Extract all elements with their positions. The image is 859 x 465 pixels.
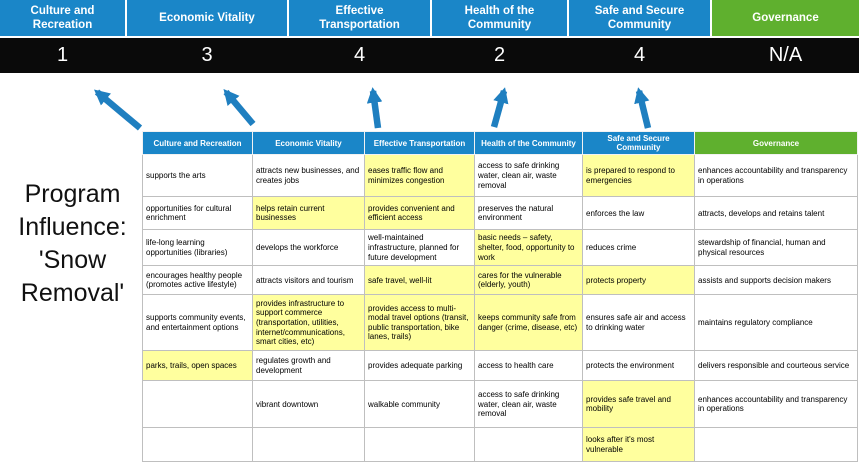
- matrix-cell: delivers responsible and courteous servi…: [694, 350, 858, 382]
- summary-column-header: Effective Transportation: [289, 0, 430, 36]
- matrix-cell: provides convenient and efficient access: [364, 196, 475, 231]
- matrix-row: supports community events, and entertain…: [142, 294, 858, 352]
- matrix-cell: stewardship of financial, human and phys…: [694, 229, 858, 267]
- matrix-cell: [474, 427, 583, 463]
- matrix-cell: enhances accountability and transparency…: [694, 154, 858, 198]
- page-title: Program Influence: 'Snow Removal': [0, 178, 145, 310]
- up-arrow-icon: [94, 89, 143, 131]
- matrix-column-header: Culture and Recreation: [142, 130, 253, 156]
- matrix-cell: provides infrastructure to support comme…: [252, 294, 365, 352]
- matrix-cell: access to health care: [474, 350, 583, 382]
- influence-matrix-table: Culture and Recreation Economic Vitality…: [142, 130, 858, 463]
- matrix-cell: parks, trails, open spaces: [142, 350, 253, 382]
- up-arrow-icon: [634, 87, 652, 129]
- matrix-row: life-long learning opportunities (librar…: [142, 229, 858, 267]
- matrix-cell: cares for the vulnerable (elderly, youth…: [474, 265, 583, 296]
- up-arrow-icon: [366, 87, 383, 129]
- matrix-cell: [142, 380, 253, 429]
- summary-column-header: Economic Vitality: [127, 0, 287, 36]
- matrix-row: parks, trails, open spaces regulates grow…: [142, 350, 858, 382]
- score-value: 3: [201, 44, 213, 66]
- matrix-cell: enforces the law: [582, 196, 695, 231]
- matrix-cell: [252, 427, 365, 463]
- matrix-cell: opportunities for cultural enrichment: [142, 196, 253, 231]
- matrix-column-header: Health of the Community: [474, 130, 583, 156]
- matrix-cell: provides access to multi-modal travel op…: [364, 294, 475, 352]
- up-arrow-icon: [223, 89, 256, 127]
- matrix-cell: [694, 427, 858, 463]
- matrix-cell: life-long learning opportunities (librar…: [142, 229, 253, 267]
- matrix-row: looks after it's most vulnerable: [142, 427, 858, 463]
- matrix-cell: regulates growth and development: [252, 350, 365, 382]
- matrix-cell: ensures safe air and access to drinking …: [582, 294, 695, 352]
- matrix-row: encourages healthy people (promotes acti…: [142, 265, 858, 296]
- score-band: 1 3 4 2 4 N/A: [0, 38, 859, 73]
- score-value: 4: [633, 44, 646, 66]
- matrix-cell: enhances accountability and transparency…: [694, 380, 858, 429]
- matrix-row: opportunities for cultural enrichment hel…: [142, 196, 858, 231]
- matrix-cell: assists and supports decision makers: [694, 265, 858, 296]
- matrix-cell: develops the workforce: [252, 229, 365, 267]
- matrix-cell: helps retain current businesses: [252, 196, 365, 231]
- matrix-cell: walkable community: [364, 380, 475, 429]
- matrix-cell: [142, 427, 253, 463]
- matrix-cell: maintains regulatory compliance: [694, 294, 858, 352]
- matrix-cell: looks after it's most vulnerable: [582, 427, 695, 463]
- matrix-cell: reduces crime: [582, 229, 695, 267]
- matrix-cell: attracts visitors and tourism: [252, 265, 365, 296]
- matrix-column-header-governance: Governance: [694, 130, 858, 156]
- matrix-cell: preserves the natural environment: [474, 196, 583, 231]
- matrix-cell: keeps community safe from danger (crime,…: [474, 294, 583, 352]
- matrix-cell: protects property: [582, 265, 695, 296]
- matrix-column-header: Economic Vitality: [252, 130, 365, 156]
- summary-column-header: Safe and Secure Community: [569, 0, 710, 36]
- score-value: 2: [493, 44, 506, 66]
- matrix-column-header: Safe and Secure Community: [582, 130, 695, 156]
- up-arrows: [94, 87, 652, 131]
- page-title-line: Removal': [20, 279, 125, 307]
- matrix-cell: [364, 427, 475, 463]
- matrix-cell: attracts new businesses, and creates job…: [252, 154, 365, 198]
- score-value: N/A: [768, 44, 803, 66]
- matrix-cell: provides safe travel and mobility: [582, 380, 695, 429]
- matrix-cell: supports community events, and entertain…: [142, 294, 253, 352]
- page-title-line: Program: [24, 180, 121, 208]
- summary-header-band: Culture and Recreation Economic Vitality…: [0, 0, 859, 36]
- matrix-cell: supports the arts: [142, 154, 253, 198]
- matrix-cell: access to safe drinking water, clean air…: [474, 380, 583, 429]
- summary-column-header: Culture and Recreation: [0, 0, 125, 36]
- matrix-body: supports the arts attracts new businesses…: [142, 154, 858, 463]
- matrix-row: vibrant downtown walkable community access…: [142, 380, 858, 429]
- matrix-cell: access to safe drinking water, clean air…: [474, 154, 583, 198]
- score-value: 1: [56, 44, 69, 66]
- matrix-cell: is prepared to respond to emergencies: [582, 154, 695, 198]
- up-arrow-icon: [490, 87, 509, 128]
- page-title-line: Influence:: [18, 213, 127, 241]
- matrix-cell: provides adequate parking: [364, 350, 475, 382]
- matrix-cell: well-maintained infrastructure, planned …: [364, 229, 475, 267]
- matrix-row: supports the arts attracts new businesses…: [142, 154, 858, 198]
- matrix-cell: eases traffic flow and minimizes congest…: [364, 154, 475, 198]
- summary-column-header: Health of the Community: [432, 0, 567, 36]
- matrix-cell: attracts, develops and retains talent: [694, 196, 858, 231]
- summary-column-header-governance: Governance: [712, 0, 859, 36]
- score-value: 4: [353, 44, 366, 66]
- matrix-header-row: Culture and Recreation Economic Vitality…: [142, 130, 858, 156]
- matrix-cell: protects the environment: [582, 350, 695, 382]
- matrix-cell: encourages healthy people (promotes acti…: [142, 265, 253, 296]
- matrix-cell: basic needs – safety, shelter, food, opp…: [474, 229, 583, 267]
- matrix-cell: safe travel, well-lit: [364, 265, 475, 296]
- page-title-line: 'Snow: [38, 246, 107, 274]
- matrix-column-header: Effective Transportation: [364, 130, 475, 156]
- matrix-cell: vibrant downtown: [252, 380, 365, 429]
